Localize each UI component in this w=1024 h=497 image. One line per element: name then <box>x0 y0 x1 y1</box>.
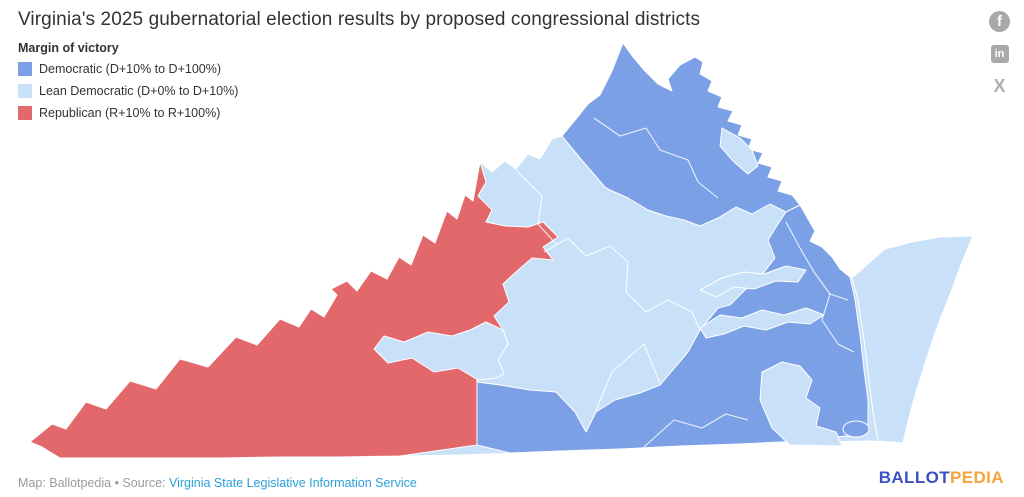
x-share-icon[interactable]: X <box>993 75 1006 96</box>
logo-part-ballot: BALLOT <box>878 468 951 487</box>
facebook-share-icon[interactable]: f <box>989 11 1010 32</box>
republican-swatch <box>18 106 32 120</box>
legend-item-label: Lean Democratic (D+0% to D+10%) <box>39 84 239 98</box>
legend-item-democratic: Democratic (D+10% to D+100%) <box>18 62 238 76</box>
map-region-northern-virginia[interactable] <box>561 42 801 227</box>
legend-item-label: Republican (R+10% to R+100%) <box>39 106 221 120</box>
district-divider <box>643 413 749 448</box>
legend-item-lean-democratic: Lean Democratic (D+0% to D+10%) <box>18 84 238 98</box>
legend-item-republican: Republican (R+10% to R+100%) <box>18 106 238 120</box>
lean-democratic-swatch <box>18 84 32 98</box>
district-divider <box>785 221 849 301</box>
logo-part-pedia: PEDIA <box>950 468 1004 487</box>
map-region-roanoke-pocket[interactable] <box>373 321 509 381</box>
legend: Margin of victory Democratic (D+10% to D… <box>18 41 238 128</box>
source-link[interactable]: Virginia State Legislative Information S… <box>169 476 417 490</box>
district-divider <box>593 117 719 199</box>
social-share-bar: f in X <box>989 11 1010 96</box>
legend-item-label: Democratic (D+10% to D+100%) <box>39 62 222 76</box>
district-divider <box>515 169 557 245</box>
ballotpedia-logo[interactable]: BALLOTPEDIA <box>879 468 1004 488</box>
district-divider <box>821 293 855 353</box>
legend-title: Margin of victory <box>18 41 119 55</box>
page-title: Virginia's 2025 gubernatorial election r… <box>18 9 701 30</box>
map-region-northern-neck[interactable] <box>699 265 807 298</box>
attribution-footer: Map: Ballotpedia • Source: Virginia Stat… <box>18 476 417 490</box>
map-region-middle-peninsula[interactable] <box>699 307 825 339</box>
democratic-swatch <box>18 62 32 76</box>
district-divider <box>543 237 701 331</box>
district-divider <box>595 343 661 411</box>
map-region-potomac-notch[interactable] <box>719 127 759 175</box>
map-region-republican-west[interactable] <box>29 161 559 459</box>
attribution-text: Map: Ballotpedia • Source: <box>18 476 169 490</box>
linkedin-share-icon[interactable]: in <box>990 45 1009 63</box>
map-region-eastern-shore[interactable] <box>851 235 974 444</box>
map-region-hampton-peninsula[interactable] <box>759 361 843 447</box>
map-region-norfolk[interactable] <box>842 420 870 438</box>
